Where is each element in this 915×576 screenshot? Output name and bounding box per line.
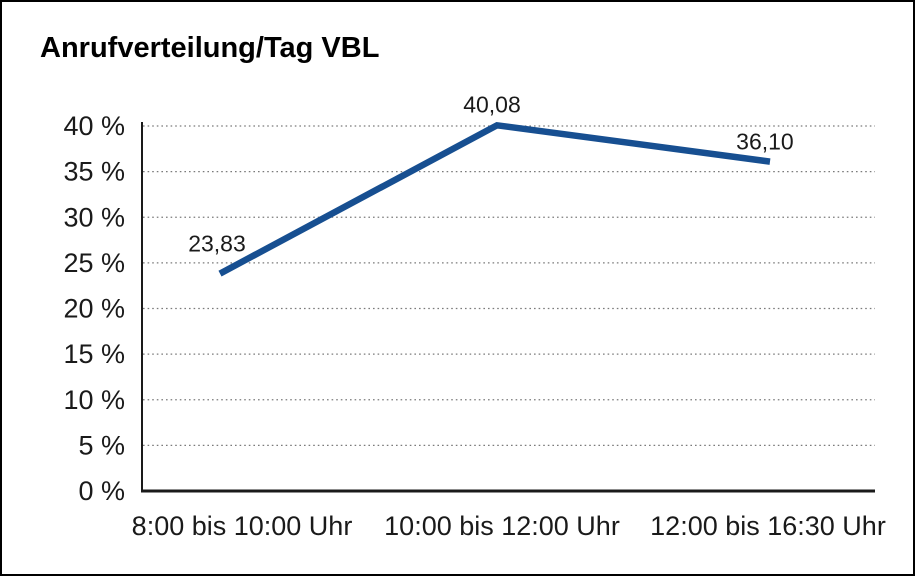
- data-point-label: 40,08: [463, 91, 521, 117]
- y-tick-label: 35 %: [63, 157, 125, 187]
- chart-title: Anrufverteilung/Tag VBL: [40, 32, 380, 64]
- y-tick-label: 5 %: [78, 430, 125, 460]
- y-tick-label: 15 %: [63, 339, 125, 369]
- data-point-label: 23,83: [188, 231, 246, 257]
- series-line: [218, 121, 771, 277]
- y-tick-label: 30 %: [63, 202, 125, 232]
- y-tick-label: 20 %: [63, 294, 125, 324]
- x-tick-label: 12:00 bis 16:30 Uhr: [650, 511, 886, 541]
- x-tick-label: 10:00 bis 12:00 Uhr: [384, 511, 620, 541]
- y-tick-label: 0 %: [78, 476, 125, 506]
- y-tick-label: 25 %: [63, 248, 125, 278]
- y-tick-label: 40 %: [63, 111, 125, 141]
- data-point-label: 36,10: [736, 129, 794, 155]
- y-tick-label: 10 %: [63, 385, 125, 415]
- x-tick-label: 8:00 bis 10:00 Uhr: [132, 511, 353, 541]
